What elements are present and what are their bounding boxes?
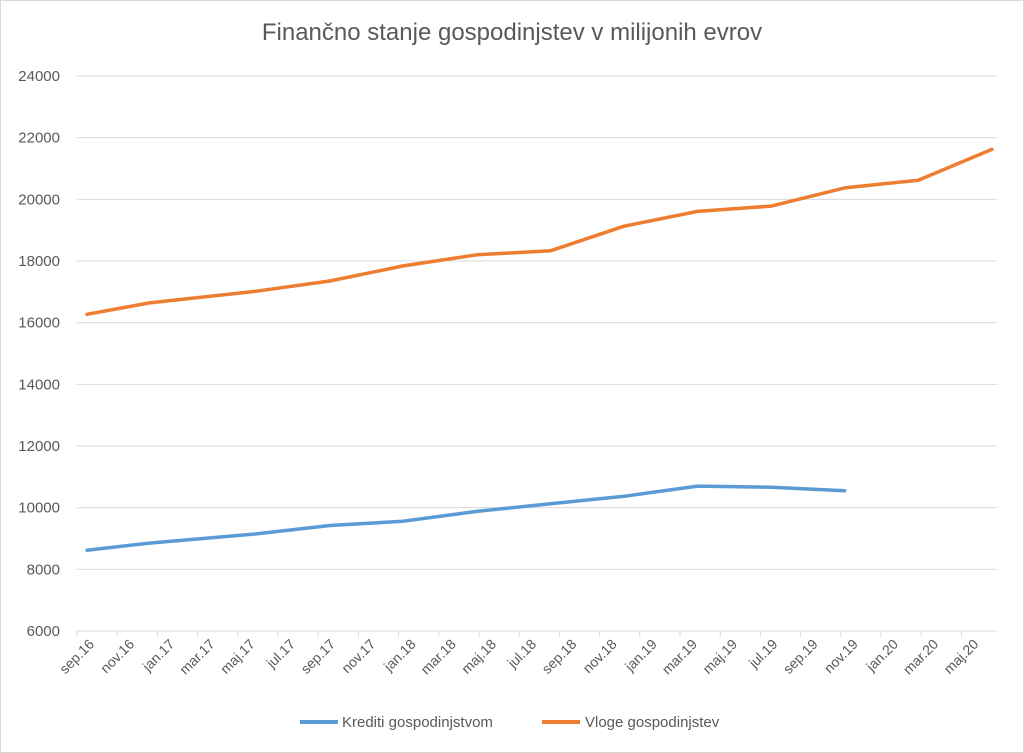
y-tick-label: 8000: [27, 561, 60, 578]
x-tick-label: mar.18: [417, 636, 459, 678]
x-tick-label: maj.18: [458, 636, 499, 677]
x-tick-label: mar.20: [900, 636, 942, 678]
y-tick-label: 10000: [18, 500, 60, 517]
x-tick-label: jul.17: [262, 636, 298, 672]
legend-label: Krediti gospodinjstvom: [342, 714, 493, 731]
x-tick-label: nov.17: [338, 636, 378, 676]
y-tick-label: 12000: [18, 438, 60, 455]
y-tick-label: 6000: [27, 623, 60, 640]
y-tick-label: 16000: [18, 315, 60, 332]
x-tick-label: jul.18: [504, 636, 540, 672]
series-line-krediti: [85, 484, 847, 552]
chart-title: Finančno stanje gospodinjstev v milijoni…: [261, 19, 763, 46]
x-tick-label: jan.19: [621, 636, 660, 675]
x-tick-label: nov.19: [821, 636, 861, 676]
x-tick-label: mar.19: [659, 636, 701, 678]
x-tick-label: mar.17: [176, 636, 218, 678]
series-line-vloge: [85, 147, 994, 317]
x-tick-label: jul.19: [745, 636, 781, 672]
x-tick-label: maj.20: [940, 636, 981, 677]
x-tick-label: maj.19: [699, 636, 740, 677]
y-tick-label: 22000: [18, 130, 60, 147]
x-tick-label: jan.17: [139, 636, 178, 675]
x-tick-label: maj.17: [217, 636, 258, 677]
x-tick-label: nov.18: [579, 636, 619, 676]
y-tick-label: 14000: [18, 376, 60, 393]
x-tick-label: sep.17: [297, 636, 338, 677]
y-tick-label: 18000: [18, 253, 60, 270]
y-tick-label: 24000: [18, 68, 60, 85]
x-tick-label: nov.16: [97, 636, 137, 676]
y-tick-label: 20000: [18, 191, 60, 208]
x-tick-label: jan.18: [380, 636, 419, 675]
legend-label: Vloge gospodinjstev: [585, 714, 720, 731]
x-tick-label: jan.20: [862, 636, 901, 675]
x-tick-label: sep.19: [780, 636, 821, 677]
x-tick-label: sep.16: [56, 636, 97, 677]
x-tick-label: sep.18: [538, 636, 579, 677]
